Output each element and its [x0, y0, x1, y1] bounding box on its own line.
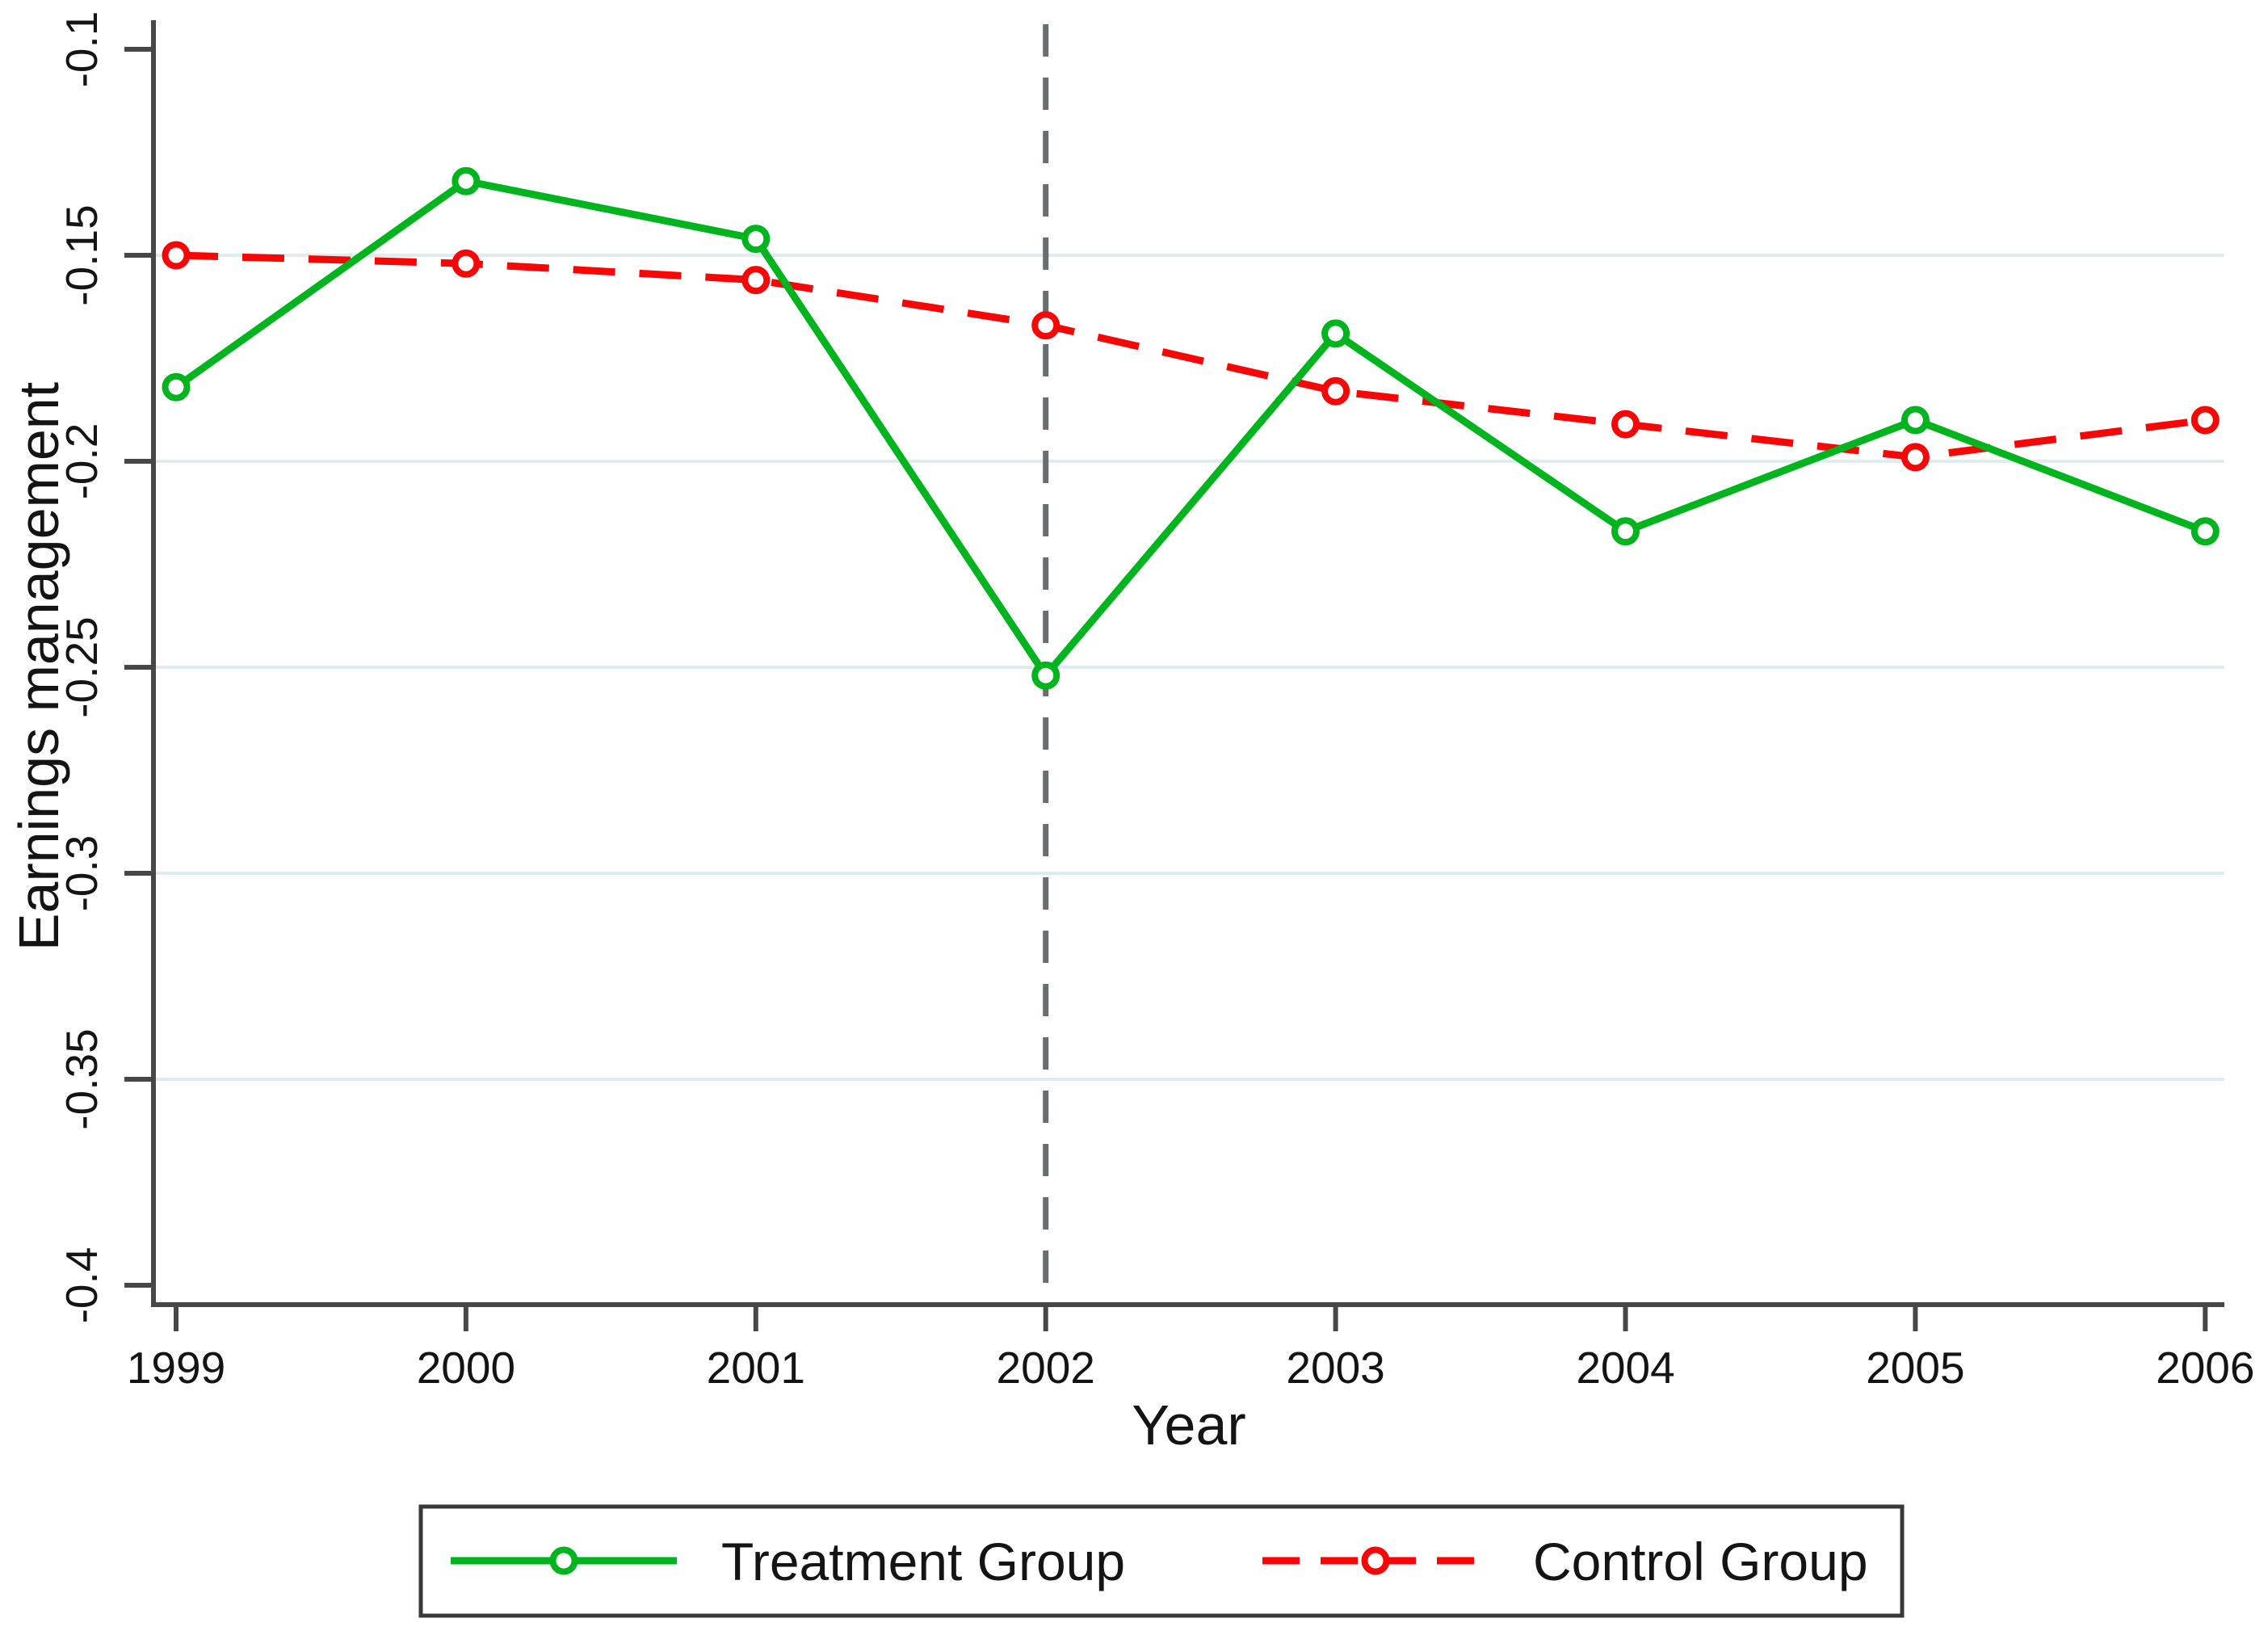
- x-tick-label: 2000: [417, 1343, 515, 1393]
- x-tick-label: 2002: [997, 1343, 1095, 1393]
- legend-key-control-marker: [1361, 1546, 1390, 1575]
- series-treatment-group-marker: [162, 372, 191, 401]
- series-control-group-marker: [741, 266, 771, 295]
- series-treatment-group-marker: [452, 166, 481, 195]
- y-tick-label: -0.15: [57, 204, 107, 305]
- series-treatment-group-marker: [2190, 517, 2220, 546]
- y-tick-label: -0.3: [57, 835, 107, 912]
- x-tick-label: 2005: [1866, 1343, 1964, 1393]
- legend-label-treatment-group: Treatment Group: [721, 1532, 1125, 1591]
- x-tick-label: 2003: [1286, 1343, 1384, 1393]
- y-tick-label: -0.25: [57, 616, 107, 717]
- series-control-group-line: [175, 251, 2206, 461]
- chart-generated-layer: -0.1 -0.15 -0.2 -0.25 -0.3 -0.35 -0.4 1999 2000 2…: [57, 11, 2254, 1618]
- series-treatment-group-marker: [741, 225, 771, 254]
- series-treatment-group-marker: [1321, 319, 1350, 348]
- series-treatment-group-marker: [1611, 517, 1640, 546]
- series-control-group-marker: [1031, 311, 1060, 340]
- x-tick-label: 2006: [2156, 1343, 2254, 1393]
- x-tick-label: 1999: [127, 1343, 225, 1393]
- series-control-group-marker: [162, 241, 191, 270]
- series-treatment-group-marker: [1900, 406, 1930, 435]
- series-control-group-marker: [1321, 376, 1350, 406]
- x-tick-label: 2001: [707, 1343, 805, 1393]
- series-control-group-marker: [2190, 406, 2220, 435]
- series-control-group-marker: [1611, 410, 1640, 439]
- y-tick-label: -0.35: [57, 1028, 107, 1129]
- legend-label-control-group: Control Group: [1533, 1532, 1868, 1591]
- legend-key-treatment-marker: [549, 1546, 578, 1575]
- y-tick-label: -0.4: [57, 1247, 107, 1324]
- series-treatment-group-marker: [1031, 661, 1060, 690]
- x-axis-title: Year: [1132, 1393, 1245, 1457]
- y-tick-label: -0.2: [57, 423, 107, 500]
- x-tick-label: 2004: [1576, 1343, 1674, 1393]
- y-axis-title: Earnings management: [7, 382, 70, 951]
- series-control-group-marker: [452, 249, 481, 278]
- y-tick-label: -0.1: [57, 11, 107, 88]
- series-treatment-group-line: [174, 177, 2207, 679]
- series-control-group-marker: [1900, 443, 1930, 472]
